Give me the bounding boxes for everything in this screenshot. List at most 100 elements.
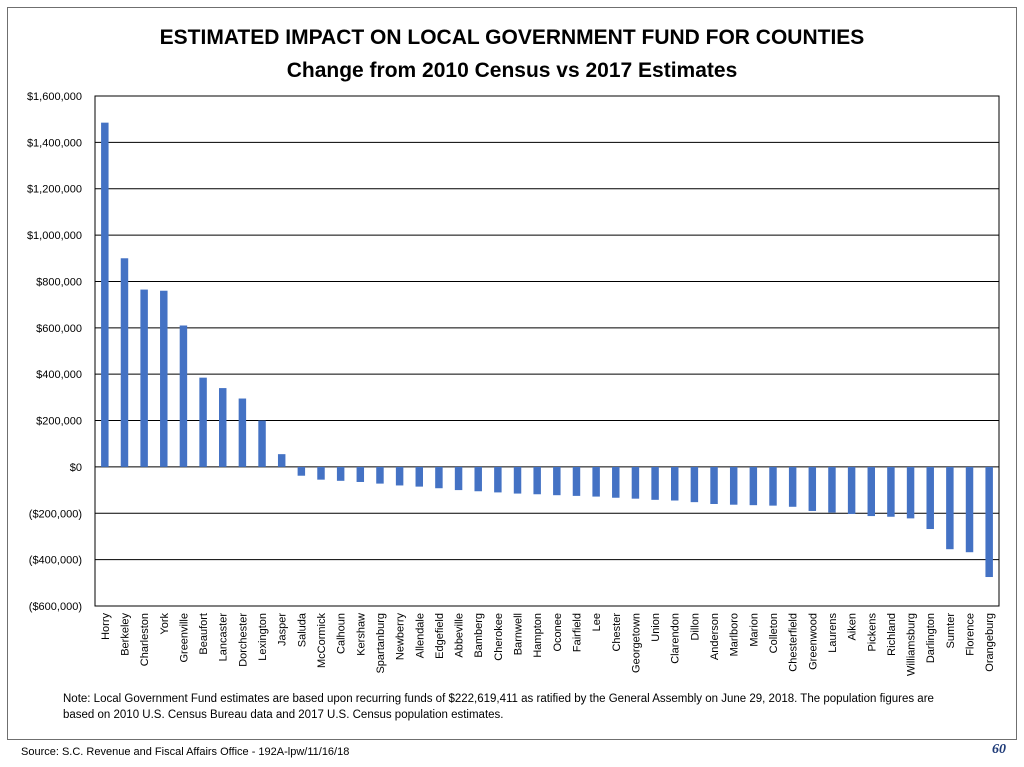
x-tick-label: Fairfield bbox=[571, 613, 583, 652]
x-tick-label: Edgefield bbox=[434, 613, 446, 659]
x-tick-label: Charleston bbox=[139, 613, 151, 666]
bar bbox=[101, 122, 109, 467]
x-tick-label: Clarendon bbox=[670, 613, 682, 664]
page-frame bbox=[7, 7, 1017, 740]
bar bbox=[553, 466, 561, 496]
chart-note: Note: Local Government Fund estimates ar… bbox=[63, 693, 934, 721]
x-tick-label: McCormick bbox=[316, 613, 328, 668]
x-tick-label: Marion bbox=[748, 613, 760, 647]
bar bbox=[533, 466, 541, 495]
bar bbox=[238, 398, 247, 467]
chart-title: ESTIMATED IMPACT ON LOCAL GOVERNMENT FUN… bbox=[159, 26, 865, 49]
x-tick-label: Richland bbox=[886, 613, 898, 656]
x-tick-label: Calhoun bbox=[336, 613, 348, 654]
bar bbox=[258, 420, 266, 467]
x-tick-label: Allendale bbox=[414, 613, 426, 658]
y-tick-label: $1,400,000 bbox=[27, 137, 82, 149]
x-tick-label: Jasper bbox=[277, 613, 289, 646]
y-tick-label: $1,200,000 bbox=[27, 184, 82, 196]
y-tick-label: $0 bbox=[70, 462, 82, 474]
x-tick-label: York bbox=[159, 613, 171, 635]
bar bbox=[474, 466, 482, 492]
x-tick-label: Colleton bbox=[768, 613, 780, 653]
x-tick-label: Darlington bbox=[925, 613, 937, 663]
y-tick-label: $200,000 bbox=[36, 416, 82, 428]
y-tick-label: ($200,000) bbox=[29, 508, 82, 520]
x-tick-label: Pickens bbox=[866, 613, 878, 652]
bar bbox=[671, 466, 679, 501]
x-tick-label: Greenville bbox=[178, 613, 190, 663]
bar bbox=[867, 466, 875, 517]
bar bbox=[140, 289, 148, 467]
x-tick-label: Williamsburg bbox=[906, 613, 918, 676]
bar bbox=[415, 466, 423, 487]
x-tick-label: Horry bbox=[100, 613, 112, 640]
bar bbox=[690, 466, 699, 503]
bar bbox=[946, 466, 954, 550]
y-tick-label: $600,000 bbox=[36, 323, 82, 335]
x-tick-label: Lee bbox=[591, 613, 603, 631]
bar bbox=[356, 466, 365, 482]
bar bbox=[612, 466, 620, 498]
bar bbox=[160, 290, 168, 467]
x-tick-label: Barnwell bbox=[513, 613, 525, 655]
x-tick-label: Aiken bbox=[847, 613, 859, 641]
x-tick-label: Saluda bbox=[296, 612, 308, 647]
x-tick-label: Union bbox=[650, 613, 662, 642]
bar bbox=[710, 466, 718, 504]
bar bbox=[808, 466, 817, 511]
bar bbox=[494, 466, 502, 493]
bar bbox=[847, 466, 856, 514]
bar bbox=[651, 466, 659, 500]
x-tick-label: Lancaster bbox=[218, 613, 230, 662]
x-tick-label: Dorchester bbox=[237, 613, 249, 667]
source-text: Source: S.C. Revenue and Fiscal Affairs … bbox=[21, 746, 350, 758]
bar bbox=[199, 377, 207, 467]
bar bbox=[435, 466, 443, 489]
bar bbox=[179, 325, 188, 467]
bar bbox=[277, 454, 286, 467]
x-tick-label: Chester bbox=[611, 613, 623, 652]
chart-subtitle: Change from 2010 Census vs 2017 Estimate… bbox=[286, 59, 738, 82]
x-tick-label: Newberry bbox=[395, 613, 407, 661]
bar bbox=[749, 466, 758, 506]
x-tick-label: Berkeley bbox=[119, 613, 131, 656]
bar bbox=[513, 466, 522, 494]
y-tick-label: $1,600,000 bbox=[27, 91, 82, 103]
y-tick-label: ($400,000) bbox=[29, 555, 82, 567]
x-tick-label: Orangeburg bbox=[984, 613, 996, 672]
bar bbox=[336, 466, 345, 481]
y-tick-label: $1,000,000 bbox=[27, 230, 82, 242]
y-tick-label: $400,000 bbox=[36, 369, 82, 381]
bar bbox=[572, 466, 581, 496]
bar bbox=[395, 466, 404, 486]
x-tick-label: Marlboro bbox=[729, 613, 741, 656]
bar bbox=[828, 466, 836, 513]
bar bbox=[965, 466, 974, 553]
y-tick-label: ($600,000) bbox=[29, 601, 82, 613]
bar bbox=[376, 466, 384, 484]
bar bbox=[631, 466, 640, 499]
bar bbox=[769, 466, 777, 506]
bar bbox=[788, 466, 797, 507]
page-number: 60 bbox=[992, 742, 1006, 757]
x-tick-label: Bamberg bbox=[473, 613, 485, 658]
bar bbox=[454, 466, 463, 491]
bar bbox=[729, 466, 738, 505]
bar bbox=[887, 466, 895, 517]
x-tick-label: Sumter bbox=[945, 613, 957, 649]
x-tick-label: Dillon bbox=[689, 613, 701, 641]
x-tick-label: Spartanburg bbox=[375, 613, 387, 674]
x-tick-label: Cherokee bbox=[493, 613, 505, 661]
x-tick-label: Chesterfield bbox=[788, 613, 800, 672]
bar bbox=[120, 258, 129, 467]
bar bbox=[592, 466, 600, 497]
y-tick-label: $800,000 bbox=[36, 276, 82, 288]
x-tick-label: Greenwood bbox=[807, 613, 819, 670]
bar bbox=[985, 466, 993, 578]
x-tick-label: Lexington bbox=[257, 613, 269, 661]
bar bbox=[297, 466, 306, 476]
plot-frame bbox=[94, 95, 1000, 607]
bar bbox=[317, 466, 325, 480]
x-tick-label: Anderson bbox=[709, 613, 721, 660]
